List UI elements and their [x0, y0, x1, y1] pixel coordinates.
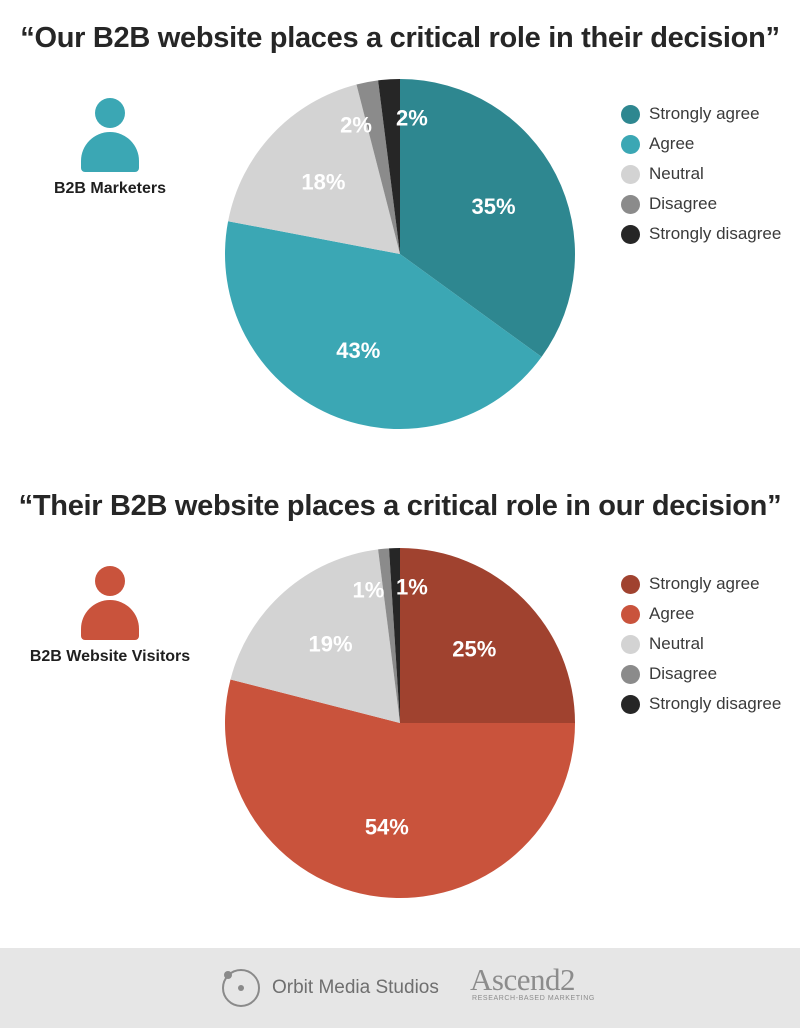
legend-label: Neutral — [649, 634, 704, 653]
legend-item: Agree — [621, 129, 781, 159]
pie-slice — [400, 79, 575, 357]
pie-slice — [400, 548, 575, 723]
legend-swatch — [621, 664, 640, 684]
slice-label: 18% — [301, 170, 345, 195]
pie-slice — [224, 679, 575, 898]
slice-label: 1% — [352, 578, 384, 603]
legend-item: Strongly agree — [621, 569, 781, 599]
slice-label: 25% — [452, 636, 496, 661]
person-icon — [75, 566, 145, 640]
legend-item: Agree — [621, 599, 781, 629]
slice-label: 2% — [340, 112, 372, 137]
slice-label: 54% — [365, 815, 409, 840]
pie-chart: 25% 54% 19% 1% 1% — [224, 548, 575, 898]
person-icon — [75, 98, 145, 172]
pie-slice — [378, 79, 400, 254]
ascend-logo-text: Ascend2 — [470, 962, 575, 997]
legend-item: Strongly disagree — [621, 219, 781, 249]
pie-chart: 35% 43% 18% 2% 2% — [225, 79, 575, 429]
pie-slice — [228, 84, 400, 254]
slice-label: 19% — [309, 632, 353, 657]
legend-swatch — [621, 104, 640, 124]
pie-slice — [389, 548, 400, 723]
legend-label: Strongly agree — [649, 574, 760, 593]
audience-block: B2B Marketers — [10, 98, 210, 198]
legend-swatch — [621, 574, 640, 594]
legend-item: Strongly agree — [621, 99, 781, 129]
legend-item: Neutral — [621, 159, 781, 189]
slice-label: 2% — [396, 106, 428, 131]
slice-label: 43% — [336, 338, 380, 363]
audience-label: B2B Marketers — [53, 180, 167, 197]
legend-item: Strongly disagree — [621, 689, 781, 719]
legend-swatch — [621, 194, 640, 214]
legend-label: Neutral — [649, 164, 704, 183]
legend-swatch — [621, 634, 640, 654]
orbit-logo-text: Orbit Media Studios — [272, 977, 439, 998]
legend-swatch — [621, 604, 640, 624]
legend-label: Strongly disagree — [649, 224, 782, 243]
pie-slice — [230, 549, 400, 723]
legend-swatch — [621, 134, 640, 154]
ascend2-logo[interactable]: Ascend2 RESEARCH-BASED MARKETING — [470, 962, 595, 1002]
legend-swatch — [621, 164, 640, 184]
slice-label: 1% — [396, 575, 428, 600]
chart-title: “Our B2B website places a critical role … — [20, 22, 780, 54]
audience-block: B2B Website Visitors — [10, 566, 210, 666]
legend-label: Agree — [649, 604, 695, 623]
ascend-tagline: RESEARCH-BASED MARKETING — [472, 995, 595, 1002]
legend-label: Disagree — [649, 664, 718, 683]
legend-item: Disagree — [621, 189, 781, 219]
footer: Orbit Media Studios Ascend2 RESEARCH-BAS… — [0, 948, 800, 1028]
legend-label: Strongly agree — [649, 104, 760, 123]
legend-item: Disagree — [621, 659, 781, 689]
orbit-icon — [222, 969, 260, 1007]
pie-slice — [378, 548, 400, 723]
pie-slice — [356, 80, 400, 254]
legend-label: Disagree — [649, 194, 718, 213]
legend-label: Strongly disagree — [649, 694, 782, 713]
audience-label: B2B Website Visitors — [29, 648, 191, 665]
chart-legend: Strongly agree Agree Neutral Disagree St… — [621, 569, 781, 719]
chart-legend: Strongly agree Agree Neutral Disagree St… — [621, 99, 781, 249]
chart-title: “Their B2B website places a critical rol… — [18, 490, 782, 522]
legend-swatch — [621, 694, 640, 714]
legend-item: Neutral — [621, 629, 781, 659]
pie-slice — [225, 221, 542, 429]
slice-label: 35% — [472, 194, 516, 219]
orbit-media-logo[interactable]: Orbit Media Studios — [220, 967, 439, 1009]
legend-swatch — [621, 224, 640, 244]
legend-label: Agree — [649, 134, 695, 153]
